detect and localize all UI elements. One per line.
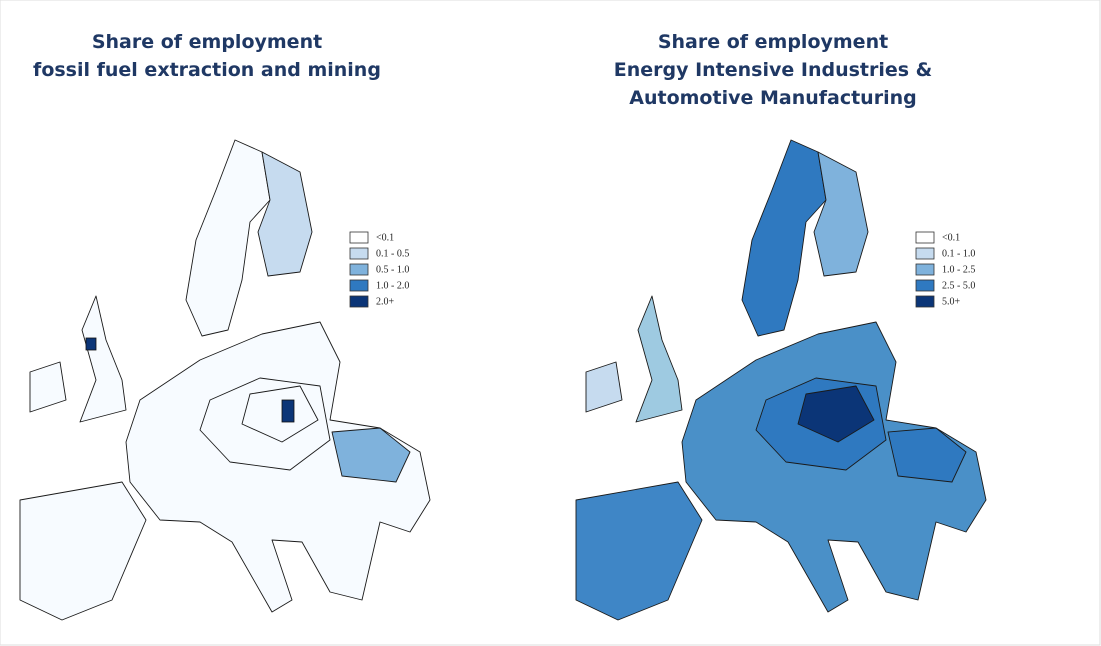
map-title: Share of employment xyxy=(92,31,322,53)
region-highlight xyxy=(85,337,97,351)
legend-label: 0.1 - 0.5 xyxy=(376,248,409,259)
legend-swatch xyxy=(915,263,935,276)
legend-swatch xyxy=(349,295,369,308)
legend-swatch xyxy=(915,295,935,308)
legend-label: 2.5 - 5.0 xyxy=(942,280,975,291)
legend-swatch xyxy=(915,247,935,260)
legend-swatch xyxy=(349,231,369,244)
map-title: Automotive Manufacturing xyxy=(629,87,916,109)
legend-label: <0.1 xyxy=(942,232,960,243)
legend-label: 1.0 - 2.5 xyxy=(942,264,975,275)
legend-label: 0.1 - 1.0 xyxy=(942,248,975,259)
legend-label: <0.1 xyxy=(376,232,394,243)
legend-label: 2.0+ xyxy=(376,296,395,307)
legend-swatch xyxy=(915,231,935,244)
map-title: Energy Intensive Industries & xyxy=(614,59,933,81)
legend-label: 1.0 - 2.0 xyxy=(376,280,409,291)
legend-swatch xyxy=(349,247,369,260)
legend-swatch xyxy=(349,279,369,292)
legend-swatch xyxy=(349,263,369,276)
map-title: Share of employment xyxy=(658,31,888,53)
region-highlight xyxy=(281,399,295,423)
legend-label: 5.0+ xyxy=(942,296,961,307)
map-title: fossil fuel extraction and mining xyxy=(33,59,381,81)
legend-swatch xyxy=(915,279,935,292)
legend-label: 0.5 - 1.0 xyxy=(376,264,409,275)
